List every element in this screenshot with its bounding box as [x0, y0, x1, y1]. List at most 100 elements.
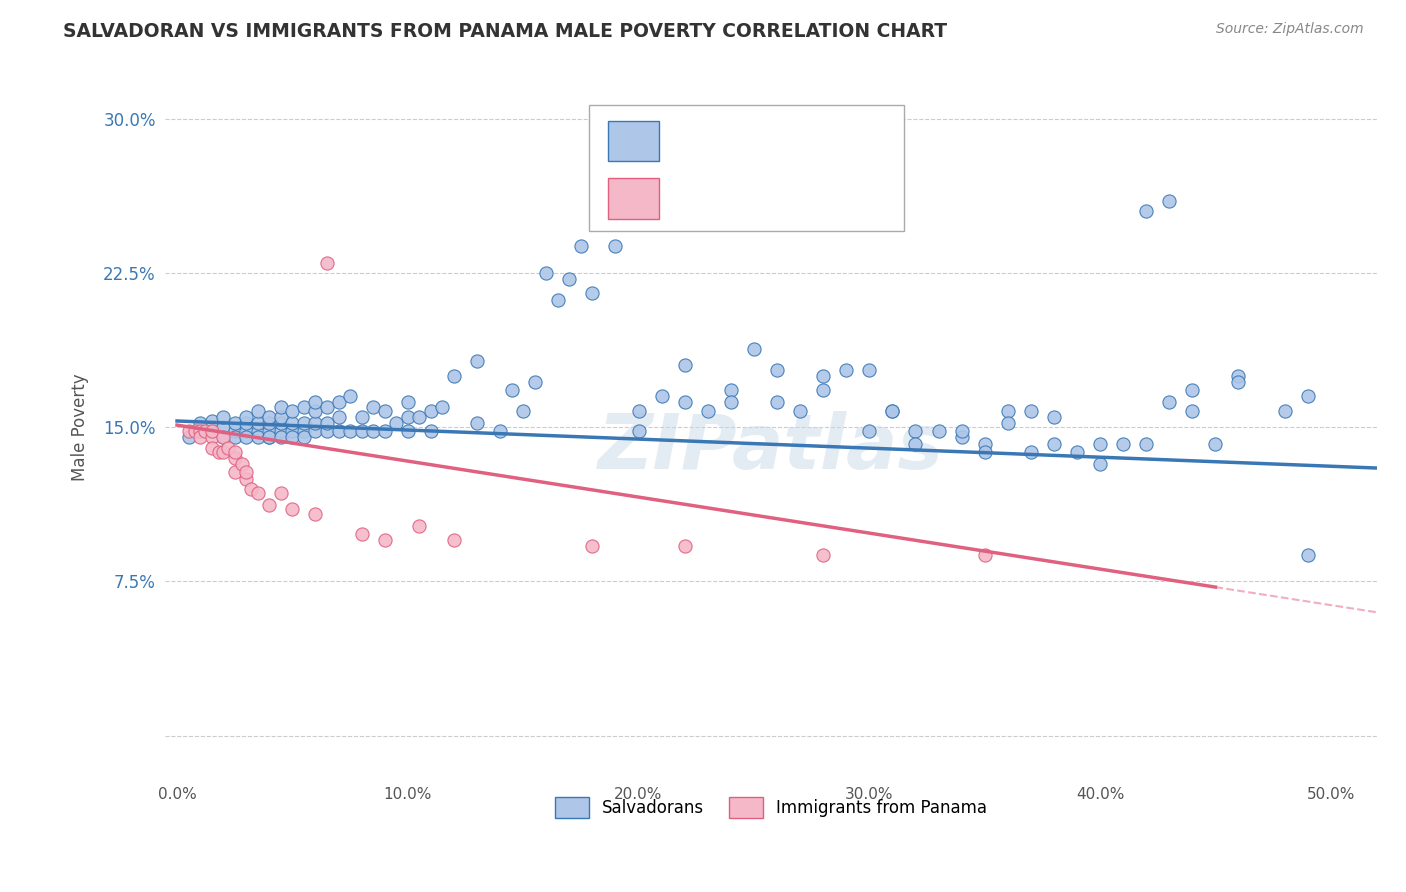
Point	[973, 436, 995, 450]
Point	[246, 486, 269, 500]
Point	[328, 409, 350, 424]
Point	[224, 466, 246, 480]
Point	[696, 403, 718, 417]
Point	[835, 362, 858, 376]
Point	[259, 430, 281, 444]
Point	[374, 533, 396, 548]
Text: ZIPatlas: ZIPatlas	[598, 411, 945, 485]
Point	[304, 507, 326, 521]
Point	[489, 424, 512, 438]
Point	[188, 416, 211, 430]
Point	[246, 403, 269, 417]
Point	[184, 424, 207, 438]
Point	[231, 457, 253, 471]
Point	[194, 424, 217, 438]
Point	[501, 383, 523, 397]
Point	[1088, 436, 1111, 450]
Point	[246, 430, 269, 444]
Point	[1043, 409, 1066, 424]
Text: Source: ZipAtlas.com: Source: ZipAtlas.com	[1216, 22, 1364, 37]
Point	[270, 416, 292, 430]
Point	[950, 424, 973, 438]
Point	[673, 359, 696, 373]
Point	[904, 424, 927, 438]
Point	[904, 436, 927, 450]
Point	[281, 403, 304, 417]
Point	[928, 424, 950, 438]
Point	[1159, 395, 1181, 409]
Point	[973, 445, 995, 459]
Point	[766, 395, 789, 409]
Point	[292, 400, 315, 414]
Point	[1043, 436, 1066, 450]
Point	[328, 424, 350, 438]
Point	[789, 403, 811, 417]
Point	[212, 409, 235, 424]
Point	[408, 409, 430, 424]
Point	[534, 266, 557, 280]
Point	[270, 486, 292, 500]
Point	[419, 403, 441, 417]
Point	[212, 445, 235, 459]
Point	[465, 354, 488, 368]
Point	[627, 424, 650, 438]
Point	[259, 424, 281, 438]
Point	[651, 389, 673, 403]
Point	[304, 416, 326, 430]
Point	[523, 375, 546, 389]
Point	[443, 368, 465, 383]
Point	[512, 403, 534, 417]
Point	[858, 362, 880, 376]
Point	[811, 368, 834, 383]
Point	[882, 403, 904, 417]
Point	[217, 441, 239, 455]
Point	[188, 424, 211, 438]
Point	[1159, 194, 1181, 208]
Point	[558, 272, 581, 286]
Point	[547, 293, 569, 307]
Point	[235, 466, 257, 480]
Legend: Salvadorans, Immigrants from Panama: Salvadorans, Immigrants from Panama	[548, 791, 994, 824]
Point	[720, 395, 742, 409]
Point	[742, 342, 765, 356]
Point	[201, 424, 224, 438]
Point	[973, 548, 995, 562]
Point	[419, 424, 441, 438]
Point	[1181, 383, 1204, 397]
Point	[720, 383, 742, 397]
Point	[224, 430, 246, 444]
Point	[201, 441, 224, 455]
Point	[212, 430, 235, 444]
Point	[811, 383, 834, 397]
Point	[235, 424, 257, 438]
Point	[339, 389, 361, 403]
Point	[201, 430, 224, 444]
Point	[396, 409, 419, 424]
Point	[350, 409, 373, 424]
Point	[1112, 436, 1135, 450]
Point	[673, 540, 696, 554]
Point	[1181, 403, 1204, 417]
Point	[188, 424, 211, 438]
Point	[270, 409, 292, 424]
Point	[235, 416, 257, 430]
Point	[997, 403, 1019, 417]
Point	[316, 255, 339, 269]
Point	[1274, 403, 1296, 417]
Point	[1296, 389, 1319, 403]
Point	[201, 424, 224, 438]
Point	[270, 424, 292, 438]
Point	[1135, 436, 1157, 450]
Point	[316, 424, 339, 438]
Point	[235, 409, 257, 424]
Point	[246, 416, 269, 430]
Text: SALVADORAN VS IMMIGRANTS FROM PANAMA MALE POVERTY CORRELATION CHART: SALVADORAN VS IMMIGRANTS FROM PANAMA MAL…	[63, 22, 948, 41]
Point	[1135, 204, 1157, 219]
Point	[188, 430, 211, 444]
Point	[882, 403, 904, 417]
Point	[1066, 445, 1088, 459]
Point	[259, 430, 281, 444]
Point	[224, 450, 246, 465]
Point	[1019, 445, 1042, 459]
Point	[350, 527, 373, 541]
